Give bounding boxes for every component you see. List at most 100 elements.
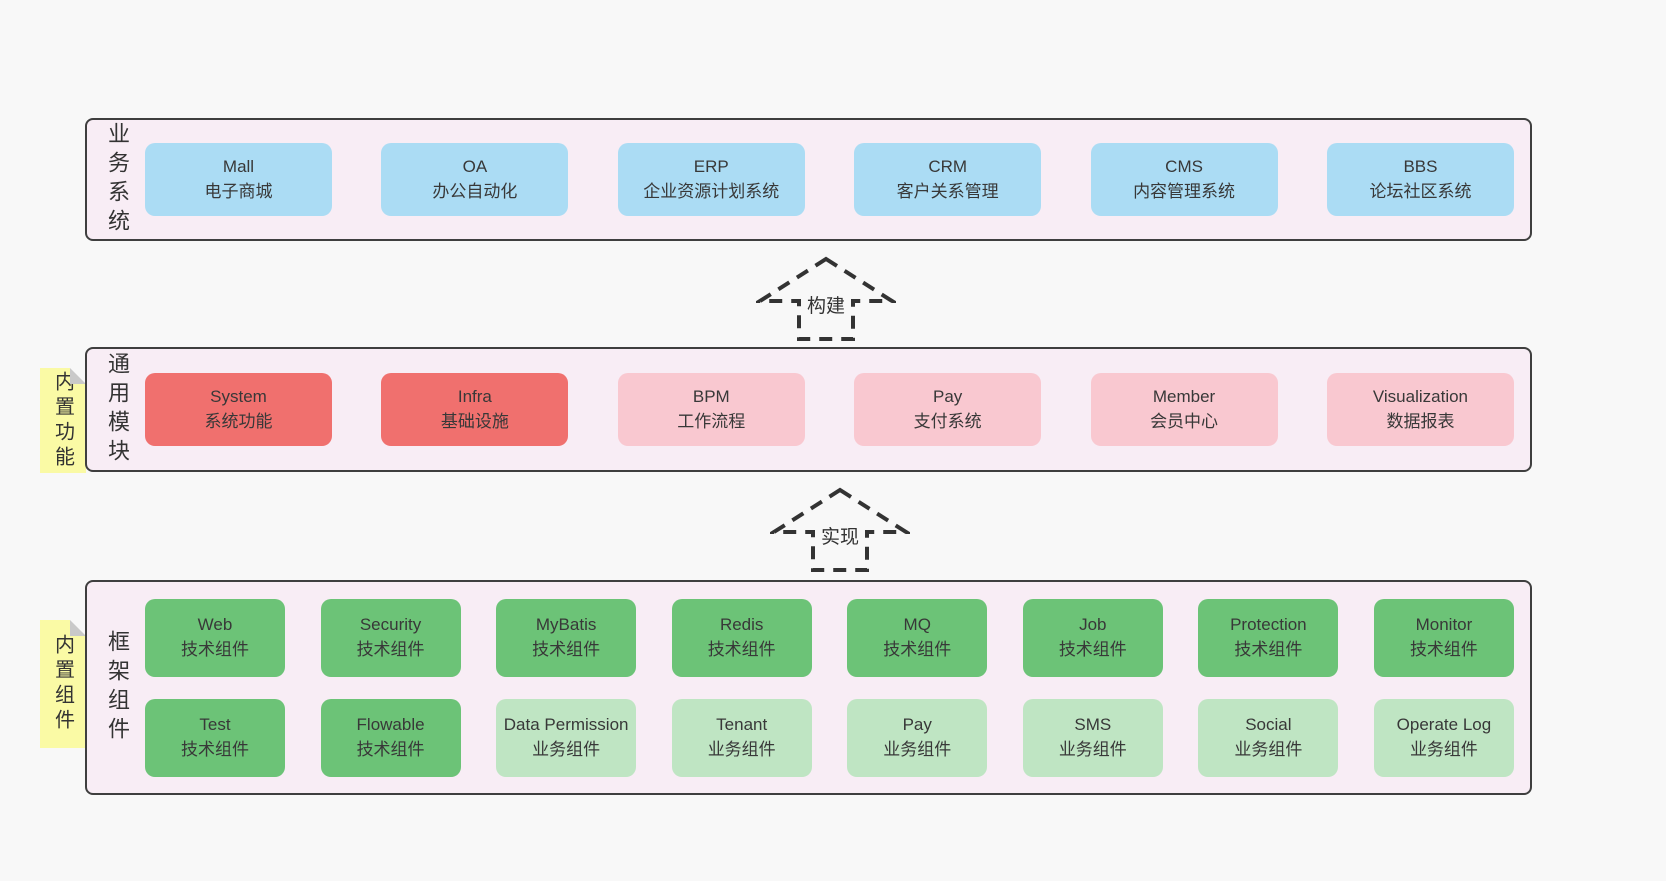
box-web-name: Web bbox=[197, 614, 233, 634]
box-monitor: Monitor 技术组件 bbox=[1373, 598, 1514, 677]
box-monitor-name: Monitor bbox=[1415, 614, 1473, 634]
box-oa: OA 办公自动化 bbox=[381, 143, 569, 216]
box-tenant-name: Tenant bbox=[716, 714, 768, 734]
box-cms: CMS 内容管理系统 bbox=[1090, 143, 1278, 216]
box-mybatis-desc: 技术组件 bbox=[532, 639, 601, 659]
up-arrow-icon bbox=[756, 256, 896, 341]
box-mybatis-name: MyBatis bbox=[535, 614, 597, 634]
box-operate-log-name: Operate Log bbox=[1396, 714, 1492, 734]
box-job-desc: 技术组件 bbox=[1058, 639, 1127, 659]
box-bbs-desc: 论坛社区系统 bbox=[1369, 181, 1472, 201]
box-security: Security 技术组件 bbox=[320, 598, 461, 677]
box-flowable-desc: 技术组件 bbox=[356, 739, 425, 759]
box-infra: Infra 基础设施 bbox=[381, 373, 569, 446]
box-mq: MQ 技术组件 bbox=[847, 598, 988, 677]
panel-business-label: 业务系统 bbox=[105, 121, 130, 238]
box-crm: CRM 客户关系管理 bbox=[854, 143, 1042, 216]
box-cms-desc: 内容管理系统 bbox=[1133, 181, 1236, 201]
box-bbs-name: BBS bbox=[1403, 156, 1438, 176]
box-visualization-desc: 数据报表 bbox=[1386, 411, 1455, 431]
box-visualization-name: Visualization bbox=[1372, 386, 1469, 406]
box-sms-name: SMS bbox=[1074, 714, 1112, 734]
business-boxes-row: Mall 电子商城 OA 办公自动化 ERP 企业资源计划系统 CRM 客户关系… bbox=[145, 120, 1514, 239]
arrow-implement-label: 实现 bbox=[817, 522, 863, 549]
box-bbs: BBS 论坛社区系统 bbox=[1326, 143, 1514, 216]
sticky-built-in-components-label: 内置组件 bbox=[51, 634, 74, 734]
box-web: Web 技术组件 bbox=[145, 598, 285, 677]
box-oa-name: OA bbox=[462, 156, 488, 176]
sticky-built-in-features: 内置功能 bbox=[40, 368, 86, 473]
box-bpm-name: BPM bbox=[692, 386, 730, 406]
sticky-built-in-components: 内置组件 bbox=[40, 620, 86, 748]
panel-common-label: 通用模块 bbox=[105, 351, 130, 468]
box-pay-name: Pay bbox=[933, 386, 963, 406]
box-operate-log-desc: 业务组件 bbox=[1409, 739, 1478, 759]
box-test-name: Test bbox=[199, 714, 231, 734]
box-social: Social 业务组件 bbox=[1198, 698, 1339, 777]
box-system-desc: 系统功能 bbox=[204, 411, 273, 431]
framework-rows: Web 技术组件 Security 技术组件 MyBatis 技术组件 Redi… bbox=[145, 582, 1514, 793]
box-redis-desc: 技术组件 bbox=[707, 639, 776, 659]
box-pay-biz: Pay 业务组件 bbox=[847, 698, 988, 777]
box-erp: ERP 企业资源计划系统 bbox=[617, 143, 805, 216]
sticky-built-in-features-label: 内置功能 bbox=[51, 370, 74, 471]
box-protection-name: Protection bbox=[1230, 614, 1307, 634]
box-mall-name: Mall bbox=[222, 156, 255, 176]
box-data-permission-name: Data Permission bbox=[503, 714, 629, 734]
box-oa-desc: 办公自动化 bbox=[432, 181, 518, 201]
box-web-desc: 技术组件 bbox=[181, 639, 249, 659]
box-crm-desc: 客户关系管理 bbox=[896, 181, 999, 201]
up-arrow-icon bbox=[770, 487, 910, 572]
panel-framework-components: 框架组件 Web 技术组件 Security 技术组件 MyBatis 技术组件… bbox=[85, 580, 1532, 795]
box-mybatis: MyBatis 技术组件 bbox=[496, 598, 637, 677]
box-test-desc: 技术组件 bbox=[181, 739, 249, 759]
arrow-implement: 实现 bbox=[770, 486, 910, 574]
box-member-name: Member bbox=[1152, 386, 1216, 406]
box-sms-desc: 业务组件 bbox=[1058, 739, 1127, 759]
box-protection-desc: 技术组件 bbox=[1234, 639, 1303, 659]
box-visualization: Visualization 数据报表 bbox=[1326, 373, 1514, 446]
box-mq-desc: 技术组件 bbox=[883, 639, 952, 659]
panel-framework-label: 框架组件 bbox=[105, 629, 130, 746]
box-data-permission: Data Permission 业务组件 bbox=[496, 698, 637, 777]
box-social-name: Social bbox=[1245, 714, 1292, 734]
box-job: Job 技术组件 bbox=[1022, 598, 1163, 677]
box-bpm-desc: 工作流程 bbox=[677, 411, 746, 431]
box-erp-desc: 企业资源计划系统 bbox=[643, 181, 780, 201]
box-pay: Pay 支付系统 bbox=[854, 373, 1042, 446]
box-monitor-desc: 技术组件 bbox=[1409, 639, 1478, 659]
box-job-name: Job bbox=[1079, 614, 1107, 634]
box-flowable-name: Flowable bbox=[356, 714, 425, 734]
common-boxes-row: System 系统功能 Infra 基础设施 BPM 工作流程 Pay 支付系统… bbox=[145, 349, 1514, 470]
box-member: Member 会员中心 bbox=[1090, 373, 1278, 446]
box-protection: Protection 技术组件 bbox=[1198, 598, 1339, 677]
framework-row-2: Test 技术组件 Flowable 技术组件 Data Permission … bbox=[145, 698, 1514, 777]
framework-row-1: Web 技术组件 Security 技术组件 MyBatis 技术组件 Redi… bbox=[145, 598, 1514, 677]
box-social-desc: 业务组件 bbox=[1234, 739, 1303, 759]
panel-business-systems: 业务系统 Mall 电子商城 OA 办公自动化 ERP 企业资源计划系统 CRM… bbox=[85, 118, 1532, 241]
box-pay-biz-name: Pay bbox=[902, 714, 932, 734]
box-system-name: System bbox=[210, 386, 267, 406]
panel-common-modules: 通用模块 System 系统功能 Infra 基础设施 BPM 工作流程 Pay… bbox=[85, 347, 1532, 472]
box-redis-name: Redis bbox=[719, 614, 764, 634]
box-test: Test 技术组件 bbox=[145, 698, 285, 777]
box-security-name: Security bbox=[359, 614, 422, 634]
box-system: System 系统功能 bbox=[145, 373, 332, 446]
arrow-build-label: 构建 bbox=[803, 291, 849, 318]
box-tenant-desc: 业务组件 bbox=[707, 739, 776, 759]
arrow-build: 构建 bbox=[756, 255, 896, 343]
box-mq-name: MQ bbox=[903, 614, 931, 634]
box-pay-biz-desc: 业务组件 bbox=[883, 739, 952, 759]
box-operate-log: Operate Log 业务组件 bbox=[1373, 698, 1514, 777]
box-security-desc: 技术组件 bbox=[356, 639, 425, 659]
box-infra-desc: 基础设施 bbox=[440, 411, 509, 431]
box-bpm: BPM 工作流程 bbox=[617, 373, 805, 446]
box-cms-name: CMS bbox=[1165, 156, 1203, 176]
box-data-permission-desc: 业务组件 bbox=[532, 739, 601, 759]
box-sms: SMS 业务组件 bbox=[1022, 698, 1163, 777]
box-erp-name: ERP bbox=[693, 156, 729, 176]
box-mall: Mall 电子商城 bbox=[145, 143, 332, 216]
box-redis: Redis 技术组件 bbox=[671, 598, 812, 677]
box-pay-desc: 支付系统 bbox=[913, 411, 982, 431]
box-tenant: Tenant 业务组件 bbox=[671, 698, 812, 777]
